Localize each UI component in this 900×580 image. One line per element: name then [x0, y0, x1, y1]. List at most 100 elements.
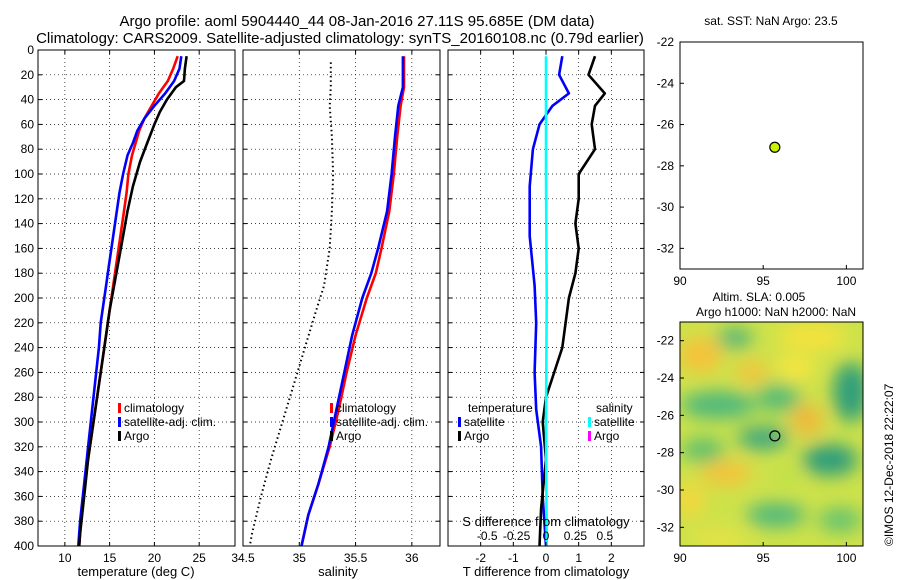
diff-xtick-label: -2 [475, 551, 486, 565]
difference-secondary-tick-label: 0.5 [596, 529, 613, 543]
difference-legend-s-label: satellite [594, 415, 635, 429]
sst-map-xtick-label: 95 [757, 274, 771, 288]
difference-xlabel-top: S difference from climatology [462, 514, 630, 529]
diff-xtick-label: 1 [575, 551, 582, 565]
temperature-ytick-label: 40 [21, 93, 35, 107]
imos-watermark: ©IMOS 12-Dec-2018 22:22:07 [882, 383, 896, 546]
temp-xtick-label: 25 [193, 551, 207, 565]
sst-map-title: sat. SST: NaN Argo: 23.5 [704, 14, 838, 28]
diff-series-s-satellite [544, 56, 548, 547]
temp-xtick-label: 10 [58, 551, 72, 565]
sst-map-panel: sat. SST: NaN Argo: 23.5 90 95 100 -22 -24 -2… [657, 14, 864, 288]
difference-panel: -2 -1 0 1 2 -0.5 -0.25 0 0.25 0.5 T difference fr… [447, 49, 645, 579]
temperature-ytick-label: 400 [14, 539, 34, 553]
temperature-ytick-label: 200 [14, 291, 34, 305]
temperature-panel: 0 20 40 60 80 100 120 140 160 180 200 220 240 260 280 3… [14, 43, 236, 579]
temperature-legend-label: climatology [124, 401, 184, 415]
temperature-ytick-label: 340 [14, 465, 34, 479]
temperature-ytick-label: 220 [14, 316, 34, 330]
difference-legend-t-label: satellite [464, 415, 505, 429]
temperature-legend-swatch [118, 431, 121, 441]
difference-legend-t-label: Argo [464, 429, 490, 443]
salinity-xlabel: salinity [318, 564, 358, 579]
sla-map-ytick-label: -30 [657, 483, 675, 497]
temperature-ytick-label: 60 [21, 117, 35, 131]
salinity-legend-swatch [330, 417, 333, 427]
sst-map-ytick-label: -22 [657, 35, 675, 49]
difference-legend-t-swatch [458, 417, 461, 427]
salinity-legend-swatch [330, 403, 333, 413]
difference-legend-temperature-title: temperature [468, 401, 533, 415]
sla-map-float-marker [769, 430, 781, 442]
sla-map-xtick-label: 95 [757, 551, 771, 565]
temperature-xlabel: temperature (deg C) [77, 564, 194, 579]
sla-map-frame [679, 321, 864, 547]
sst-map-ytick-label: -26 [657, 118, 675, 132]
sst-map-ytick-label: -28 [657, 159, 675, 173]
sal-series-satellite-adj-clim- [300, 56, 405, 547]
sst-map-ytick-label: -32 [657, 241, 675, 255]
difference-secondary-tick-label: -0.5 [477, 529, 498, 543]
difference-xlabel: T difference from climatology [463, 564, 630, 579]
difference-legend-s-label: Argo [594, 429, 620, 443]
temperature-ytick-label: 0 [27, 43, 34, 57]
salinity-legend-label: satellite-adj. clim. [336, 415, 428, 429]
sla-map-title-1: Altim. SLA: 0.005 [713, 290, 806, 304]
temperature-legend-label: Argo [124, 429, 150, 443]
temp-series-satellite-adj-clim- [77, 56, 183, 547]
temperature-legend-swatch [118, 417, 121, 427]
sst-map-xtick-label: 100 [836, 274, 856, 288]
diff-xtick-label: 0 [543, 551, 550, 565]
salinity-legend-swatch [330, 431, 333, 441]
difference-secondary-tick-label: 0.25 [564, 529, 588, 543]
temperature-legend-swatch [118, 403, 121, 413]
sal-xtick-label: 35 [293, 551, 307, 565]
temperature-ytick-label: 140 [14, 217, 34, 231]
salinity-legend-label: climatology [336, 401, 396, 415]
temp-series-climatology [77, 55, 179, 547]
diff-xtick-label: -1 [508, 551, 519, 565]
temperature-ytick-label: 260 [14, 365, 34, 379]
temperature-ytick-label: 120 [14, 192, 34, 206]
sla-map-ytick-label: -32 [657, 520, 675, 534]
difference-legend-s-swatch [588, 431, 591, 441]
sla-map-title-2: Argo h1000: NaN h2000: NaN [696, 305, 856, 319]
sla-map-xtick-label: 90 [673, 551, 687, 565]
diff-xtick-label: 2 [608, 551, 615, 565]
sal-xtick-label: 34.5 [231, 551, 255, 565]
difference-legend-s-swatch [588, 417, 591, 427]
sla-map-ytick-label: -26 [657, 408, 675, 422]
sla-map-ytick-label: -28 [657, 446, 675, 460]
salinity-panel: 34.5 35 35.5 36 salinity climatologysatelli… [231, 49, 441, 579]
temperature-ytick-label: 280 [14, 390, 34, 404]
difference-legend-t-swatch [458, 431, 461, 441]
temperature-ytick-label: 360 [14, 489, 34, 503]
title-line-1: Argo profile: aoml 5904440_44 08-Jan-201… [119, 13, 594, 30]
temperature-ytick-label: 300 [14, 415, 34, 429]
diff-series-t-argo [538, 55, 607, 547]
temperature-ytick-label: 320 [14, 440, 34, 454]
temperature-legend-label: satellite-adj. clim. [124, 415, 216, 429]
temperature-ytick-label: 180 [14, 266, 34, 280]
sla-map-xtick-label: 100 [836, 551, 856, 565]
temperature-ytick-label: 80 [21, 142, 35, 156]
difference-secondary-tick-label: -0.25 [503, 529, 531, 543]
title-line-2: Climatology: CARS2009. Satellite-adjuste… [36, 30, 644, 47]
temperature-ytick-label: 380 [14, 514, 34, 528]
temperature-axes-frame [37, 49, 236, 547]
sst-map-ytick-label: -30 [657, 200, 675, 214]
salinity-axes-frame [242, 49, 441, 547]
salinity-legend-label: Argo [336, 429, 362, 443]
sal-series-argo [248, 62, 335, 547]
sla-map-ytick-label: -22 [657, 334, 675, 348]
temp-xtick-label: 15 [103, 551, 117, 565]
temperature-ytick-label: 20 [21, 68, 35, 82]
difference-secondary-tick-label: 0 [543, 529, 550, 543]
sst-map-ytick-label: -24 [657, 76, 675, 90]
temperature-ytick-label: 100 [14, 167, 34, 181]
sal-xtick-label: 36 [405, 551, 419, 565]
temp-xtick-label: 20 [148, 551, 162, 565]
sst-map-frame [679, 41, 864, 270]
temperature-ytick-label: 160 [14, 241, 34, 255]
